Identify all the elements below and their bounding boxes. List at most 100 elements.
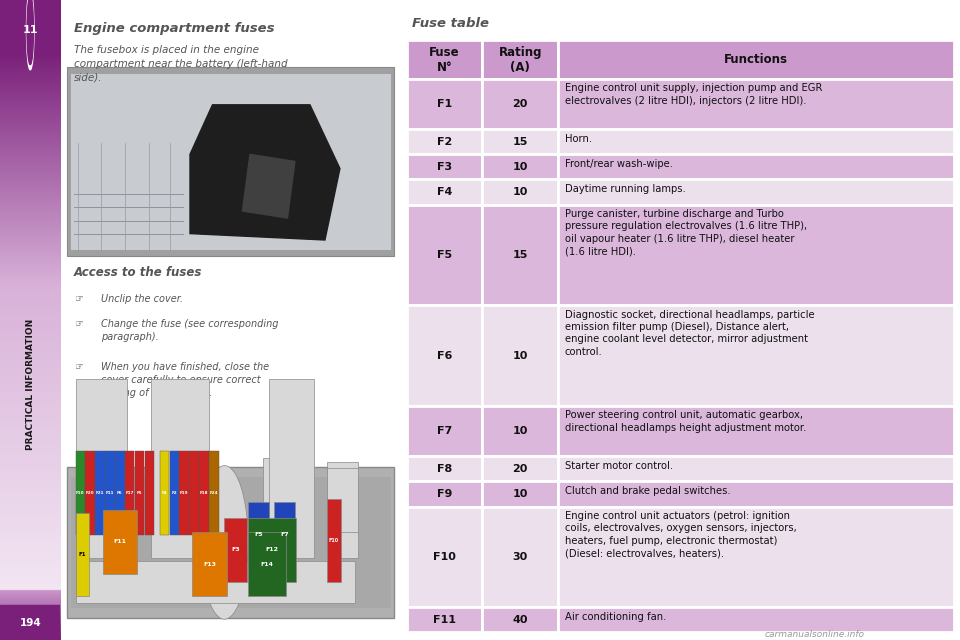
Bar [327, 468, 358, 532]
Text: Engine control unit actuators (petrol: ignition
coils, electrovalves, oxygen sen: Engine control unit actuators (petrol: i… [564, 511, 797, 558]
Text: 15: 15 [513, 136, 528, 147]
Bar [167, 458, 201, 509]
Bar [558, 406, 954, 456]
Text: F12: F12 [266, 547, 278, 552]
Text: 20: 20 [513, 99, 528, 109]
Text: 15: 15 [513, 250, 528, 260]
Text: The fusebox is placed in the engine
compartment near the battery (left-hand
side: The fusebox is placed in the engine comp… [74, 45, 288, 83]
Text: F6: F6 [437, 351, 452, 360]
Text: F14: F14 [261, 562, 274, 566]
Text: carmanualsonline.info: carmanualsonline.info [764, 630, 864, 639]
Text: Functions: Functions [724, 53, 788, 66]
Bar [407, 40, 483, 79]
Text: F2: F2 [172, 491, 178, 495]
Text: Daytime running lamps.: Daytime running lamps. [564, 184, 685, 194]
Bar [558, 79, 954, 129]
Bar [115, 451, 125, 534]
Bar [483, 506, 558, 607]
Text: When you have finished, close the
cover carefully to ensure correct
sealing of t: When you have finished, close the cover … [102, 362, 270, 398]
Text: Diagnostic socket, directional headlamps, particle
emission filter pump (Diesel): Diagnostic socket, directional headlamps… [564, 310, 814, 357]
Bar [125, 451, 134, 534]
Text: ☞: ☞ [74, 319, 83, 329]
Text: F17: F17 [126, 491, 134, 495]
Bar [483, 305, 558, 406]
Text: F2: F2 [437, 136, 452, 147]
Bar [483, 79, 558, 129]
Text: F10: F10 [433, 552, 456, 562]
Bar [407, 79, 483, 129]
Polygon shape [243, 154, 295, 218]
Text: 30: 30 [513, 552, 528, 562]
Text: F13: F13 [203, 562, 216, 566]
Text: Purge canister, turbine discharge and Turbo
pressure regulation electrovalves (1: Purge canister, turbine discharge and Tu… [564, 209, 806, 256]
Text: Starter motor control.: Starter motor control. [564, 461, 673, 470]
Bar [249, 532, 286, 596]
Text: 194: 194 [19, 618, 41, 628]
Text: F7: F7 [437, 426, 452, 436]
Bar [407, 456, 483, 481]
Text: F6: F6 [117, 491, 123, 495]
Text: F5: F5 [137, 491, 142, 495]
Text: F10: F10 [328, 538, 339, 543]
Text: Change the fuse (see corresponding
paragraph).: Change the fuse (see corresponding parag… [102, 319, 278, 342]
Bar [327, 462, 358, 558]
Bar [558, 129, 954, 154]
Bar [483, 179, 558, 205]
Bar [558, 456, 954, 481]
Text: F11: F11 [433, 615, 456, 625]
Bar [134, 451, 144, 534]
Bar [170, 451, 180, 534]
Polygon shape [190, 105, 340, 240]
Text: Air conditioning fan.: Air conditioning fan. [564, 612, 666, 621]
Bar [407, 154, 483, 179]
Bar [558, 607, 954, 632]
Text: F20: F20 [85, 491, 94, 495]
Bar [76, 451, 85, 534]
Text: PRACTICAL INFORMATION: PRACTICAL INFORMATION [26, 318, 35, 450]
Text: F8: F8 [437, 464, 452, 474]
Text: F21: F21 [96, 491, 105, 495]
Circle shape [27, 0, 34, 70]
Bar [76, 458, 105, 509]
Text: F19: F19 [180, 491, 188, 495]
Bar [209, 451, 219, 534]
Bar [483, 129, 558, 154]
Text: F7: F7 [280, 531, 289, 536]
Bar [483, 607, 558, 632]
Text: Fuse table: Fuse table [413, 17, 490, 29]
Bar [0, 0, 60, 54]
Bar [275, 502, 295, 566]
Bar [558, 305, 954, 406]
Text: 40: 40 [513, 615, 528, 625]
Bar [270, 379, 314, 558]
Text: 10: 10 [513, 426, 528, 436]
Bar [558, 481, 954, 506]
Text: F3: F3 [437, 162, 452, 172]
Bar [192, 532, 227, 596]
Bar [249, 502, 269, 566]
Text: F24: F24 [209, 491, 218, 495]
Bar [327, 499, 341, 582]
Text: ☞: ☞ [74, 294, 83, 305]
Bar [263, 458, 292, 509]
Bar [558, 506, 954, 607]
Text: F4: F4 [161, 491, 167, 495]
Bar [95, 451, 105, 534]
Text: F10: F10 [76, 491, 84, 495]
Text: ☞: ☞ [74, 362, 83, 372]
Bar [76, 513, 89, 596]
Bar [558, 179, 954, 205]
Text: Rating
(A): Rating (A) [498, 45, 542, 74]
Text: Unclip the cover.: Unclip the cover. [102, 294, 183, 305]
Bar [0, 605, 60, 640]
Bar [407, 406, 483, 456]
Text: 10: 10 [513, 162, 528, 172]
Text: 10: 10 [513, 351, 528, 360]
Bar [189, 451, 199, 534]
Bar [483, 456, 558, 481]
Bar [407, 506, 483, 607]
Bar [159, 451, 169, 534]
Text: Horn.: Horn. [564, 134, 591, 143]
Bar [483, 40, 558, 79]
Text: F18: F18 [200, 491, 208, 495]
